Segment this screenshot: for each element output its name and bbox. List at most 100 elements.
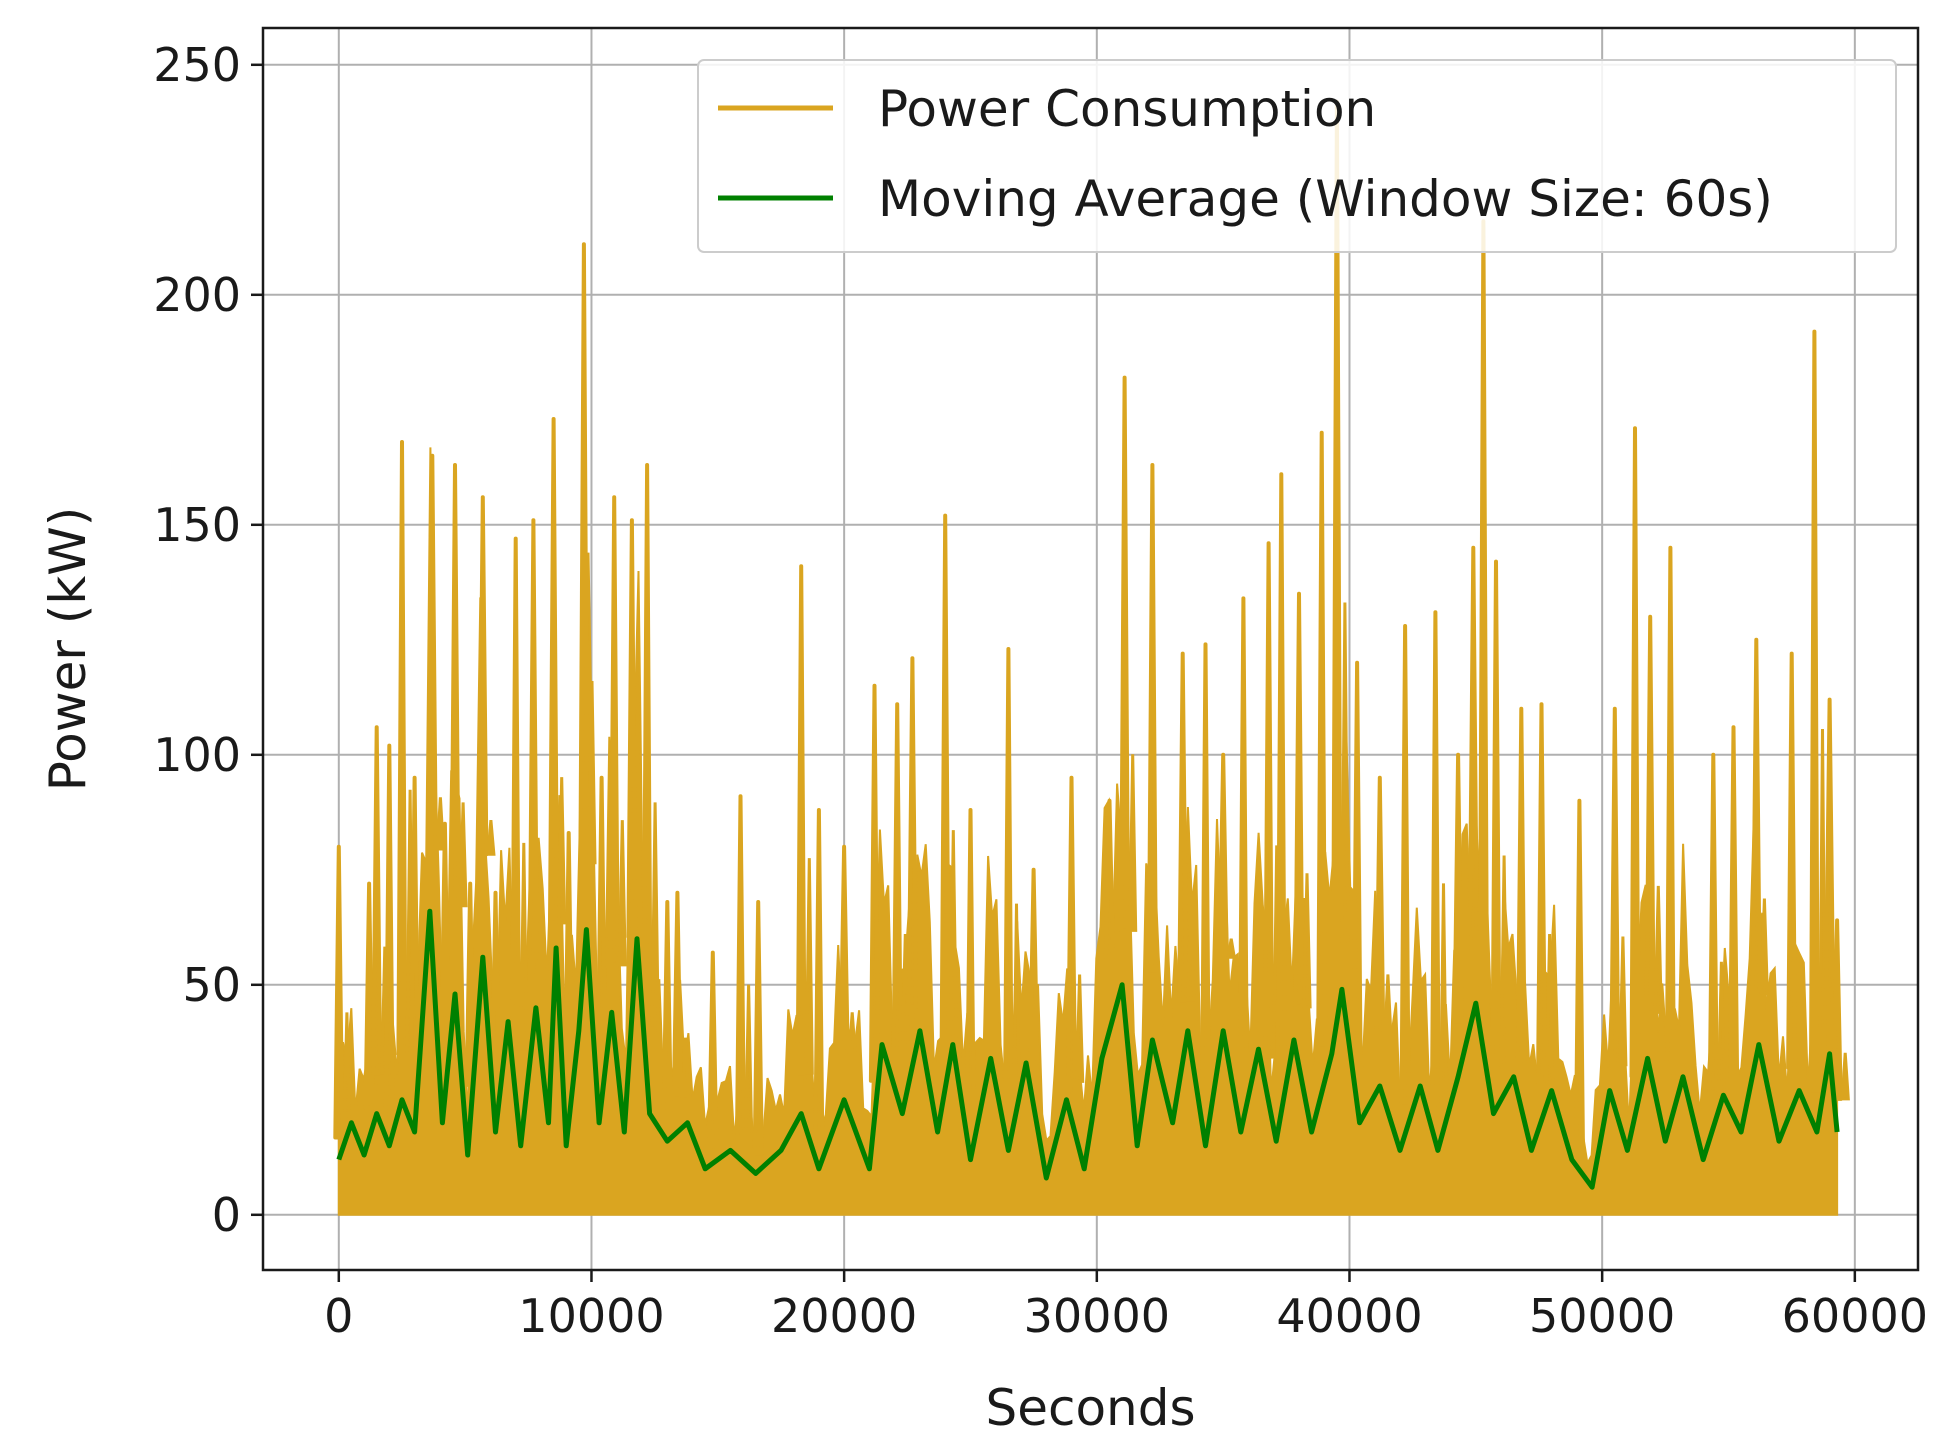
power-consumption-spike — [795, 564, 807, 1076]
power-consumption-spike — [563, 831, 575, 1088]
power-consumption-spike — [1644, 614, 1656, 1015]
power-consumption-spike — [1808, 329, 1820, 1093]
power-consumption-spike — [939, 513, 951, 1040]
power-consumption-spike — [1429, 610, 1441, 1114]
power-consumption-spike — [1573, 798, 1585, 1154]
power-consumption-spike — [519, 842, 529, 1051]
power-consumption-spike — [383, 743, 395, 1121]
power-consumption-spike — [510, 536, 522, 1051]
power-consumption-spike — [847, 1012, 857, 1056]
power-consumption-spike — [1331, 99, 1343, 947]
y-tick-label: 200 — [153, 268, 241, 322]
power-consumption-spike — [1275, 472, 1287, 1074]
power-consumption-spike — [1840, 1052, 1850, 1101]
power-consumption-spike — [1028, 867, 1040, 1065]
power-consumption-spike — [426, 453, 438, 851]
y-tick-label: 50 — [182, 958, 241, 1012]
power-consumption-spike — [1728, 725, 1740, 1079]
legend: Power Consumption Moving Average (Window… — [697, 59, 1897, 253]
power-consumption-spike — [1146, 463, 1158, 973]
power-consumption-spike — [1629, 426, 1641, 1079]
power-consumption-spike — [435, 797, 445, 851]
x-tick-label: 0 — [324, 1289, 353, 1343]
power-consumption-spike — [735, 794, 747, 1140]
x-tick-label: 10000 — [518, 1289, 664, 1343]
power-consumption-spike — [1128, 754, 1138, 932]
power-consumption-spike — [1786, 651, 1798, 1070]
power-consumption-spike — [1664, 545, 1676, 1088]
power-consumption-spike — [1340, 602, 1350, 946]
power-consumption-spike — [1490, 559, 1502, 1069]
power-consumption-spike — [596, 775, 608, 1058]
power-consumption-spike — [1499, 855, 1509, 1069]
power-consumption-spike — [1452, 752, 1464, 1024]
y-axis-label: Power (kW) — [39, 507, 97, 791]
plot-area — [333, 99, 1850, 1216]
power-consumption-spike — [1399, 624, 1411, 1105]
power-consumption-spike — [371, 725, 383, 1076]
power-consumption-spike — [333, 844, 345, 1140]
power-consumption-spike — [363, 881, 375, 1110]
power-consumption-spike — [1467, 545, 1479, 936]
power-consumption-spike — [578, 242, 590, 865]
power-consumption-spike — [744, 984, 754, 1139]
power-consumption-spike — [680, 1037, 691, 1101]
power-consumption-spike — [1002, 647, 1014, 1127]
power-consumption-spike — [617, 820, 627, 967]
power-consumption-spike — [868, 683, 880, 1083]
power-consumption-spike — [650, 802, 660, 1026]
y-tick-label: 250 — [153, 38, 241, 92]
power-consumption-spike — [1217, 752, 1229, 960]
axis-ticks: 0 10000 20000 30000 40000 50000 60000 0 50 100 150… — [153, 38, 1928, 1343]
power-consumption-spike — [906, 656, 918, 1009]
power-consumption-spike — [1316, 430, 1328, 1047]
power-consumption-spike — [1237, 596, 1249, 1085]
power-consumption-spike — [1618, 936, 1628, 1067]
power-consumption-spike — [1374, 775, 1386, 1037]
power-consumption-spike — [1263, 541, 1275, 1059]
power-consumption-spike — [557, 777, 567, 925]
y-tick-label: 0 — [212, 1188, 241, 1242]
power-consumption-spike — [1119, 375, 1131, 933]
x-tick-label: 40000 — [1276, 1289, 1422, 1343]
power-consumption-spike — [548, 417, 560, 925]
power-consumption-spike — [1226, 938, 1237, 959]
power-consumption-spike — [527, 518, 539, 960]
power-consumption-spike — [587, 680, 597, 865]
x-axis-label: Seconds — [985, 1379, 1195, 1437]
legend-label-moving-average: Moving Average (Window Size: 60s) — [878, 170, 1773, 228]
power-consumption-spike — [439, 821, 451, 1052]
power-consumption-spike — [1199, 642, 1211, 1121]
x-tick-label: 50000 — [1529, 1289, 1675, 1343]
power-consumption-spike — [1477, 219, 1489, 987]
power-consumption-spike — [964, 808, 976, 1140]
power-consumption-spike — [900, 933, 910, 1051]
power-consumption-spike — [1716, 961, 1727, 1094]
power-consumption-spike — [804, 858, 814, 1075]
power-consumption-spike — [752, 900, 764, 1156]
power-consumption-spike — [1177, 651, 1189, 1003]
plot-frame — [261, 26, 1920, 1272]
power-consumption-spike — [1438, 883, 1449, 1114]
power-consumption-spike — [409, 775, 421, 1101]
power-consumption-spike — [458, 802, 468, 908]
power-consumption-spike — [477, 495, 489, 857]
power-consumption-spike — [707, 950, 719, 1145]
power-consumption-spike — [1759, 898, 1769, 996]
power-consumption-spike — [1293, 591, 1305, 1009]
power-consumption-spike — [1609, 706, 1621, 1067]
power-consumption-spike — [1066, 775, 1078, 1084]
x-tick-label: 30000 — [1024, 1289, 1170, 1343]
power-consumption-spike — [1011, 903, 1022, 1127]
power-consumption-spike — [1302, 873, 1312, 1009]
power-consumption-spike — [1545, 933, 1555, 1085]
power-consumption-spike — [464, 881, 476, 1087]
power-consumption-spike — [1103, 798, 1115, 960]
power-consumption-spike — [1653, 885, 1663, 1014]
power-consumption-spike — [661, 900, 673, 1114]
power-consumption-spike — [1831, 918, 1843, 1101]
power-consumption-spike — [626, 518, 638, 939]
power-consumption-spike — [1536, 702, 1548, 1085]
